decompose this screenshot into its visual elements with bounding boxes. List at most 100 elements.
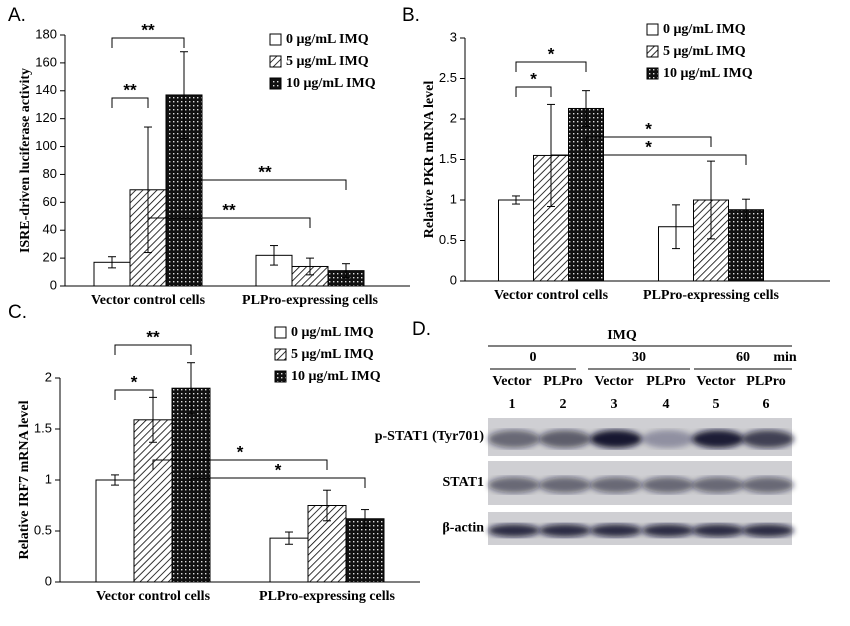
error-bar [582, 90, 590, 127]
blot-band [590, 477, 642, 493]
blot-band [590, 524, 642, 537]
lane-label: Vector [492, 374, 531, 389]
lane-label: Vector [594, 374, 633, 389]
legend-swatch [269, 33, 282, 46]
y-tick-label: 2 [45, 369, 52, 384]
error-bar [108, 256, 116, 269]
significance-label: * [530, 69, 537, 88]
y-tick-label: 1.5 [439, 151, 457, 166]
error-bar [361, 509, 369, 529]
significance-bracket [147, 217, 311, 228]
x-tick-label: Vector control cells [91, 293, 206, 308]
bar [269, 537, 309, 583]
legend-swatch [646, 23, 659, 36]
row-label: p-STAT1 (Tyr701) [375, 429, 485, 444]
time-label: 60 [736, 350, 750, 365]
y-tick-label: 2.5 [439, 70, 457, 85]
y-tick-label: 0 [50, 277, 57, 292]
lane-number: 4 [663, 397, 670, 412]
blot-band [742, 524, 794, 537]
significance-label: ** [141, 20, 155, 39]
significance-label: * [131, 372, 138, 391]
legend-label: 0 μg/mL IMQ [286, 32, 369, 47]
y-tick-label: 0 [45, 573, 52, 588]
blot-band [590, 430, 642, 448]
y-tick-label: 1.5 [34, 420, 52, 435]
y-tick-label: 0 [450, 272, 457, 287]
error-bar [285, 531, 293, 545]
significance-label: ** [146, 327, 160, 346]
significance-bracket [183, 179, 347, 190]
panel-label: B. [402, 5, 420, 26]
x-tick-label: Vector control cells [96, 589, 211, 604]
blot-band [692, 477, 744, 493]
y-tick-label: 1 [45, 471, 52, 486]
bar [345, 518, 385, 583]
significance-bracket [515, 86, 552, 97]
error-bar [144, 126, 152, 254]
y-tick-label: 2 [450, 110, 457, 125]
y-tick-label: 80 [43, 166, 57, 181]
bar [568, 107, 604, 282]
x-tick-label: PLPro-expressing cells [242, 293, 379, 308]
x-tick-label: PLPro-expressing cells [259, 589, 396, 604]
y-tick-label: 140 [35, 82, 57, 97]
treatment-label: IMQ [607, 328, 637, 343]
bar [498, 199, 534, 282]
lane-number: 5 [713, 397, 720, 412]
error-bar [742, 198, 750, 221]
legend-label: 10 μg/mL IMQ [291, 369, 381, 384]
legend-label: 5 μg/mL IMQ [286, 54, 369, 69]
time-label: 30 [632, 350, 646, 365]
significance-bracket [114, 344, 192, 355]
legend-label: 0 μg/mL IMQ [663, 22, 746, 37]
significance-label: * [645, 137, 652, 156]
blot-band [642, 430, 694, 448]
legend-swatch [646, 45, 659, 58]
legend-label: 0 μg/mL IMQ [291, 325, 374, 340]
blot-band [488, 477, 540, 493]
row-label: STAT1 [443, 475, 485, 490]
significance-label: * [548, 44, 555, 63]
y-tick-label: 40 [43, 222, 57, 237]
error-bar [342, 263, 350, 279]
bar [133, 419, 173, 583]
y-axis-label: ISRE-driven luciferase activity [18, 68, 33, 253]
error-bar [306, 257, 314, 276]
lane-label: PLPro [746, 374, 785, 389]
error-bar [180, 51, 188, 139]
panel-label: D. [412, 319, 431, 340]
significance-bracket [111, 97, 149, 108]
bar [95, 479, 135, 583]
significance-label: * [275, 460, 282, 479]
significance-label: ** [123, 80, 137, 99]
y-axis-label: Relative PKR mRNA level [422, 81, 437, 239]
y-axis-label: Relative IRF7 mRNA level [17, 400, 32, 559]
legend-swatch [269, 77, 282, 90]
lane-label: PLPro [646, 374, 685, 389]
significance-label: * [645, 119, 652, 138]
blot-band [539, 430, 591, 448]
x-tick-label: PLPro-expressing cells [643, 288, 780, 303]
y-tick-label: 60 [43, 194, 57, 209]
error-bar [707, 160, 715, 240]
blot-band [742, 430, 794, 448]
lane-label: PLPro [543, 374, 582, 389]
lane-label: Vector [696, 374, 735, 389]
significance-label: * [237, 442, 244, 461]
y-tick-label: 100 [35, 138, 57, 153]
significance-label: ** [222, 200, 236, 219]
error-bar [187, 362, 195, 415]
error-bar [672, 204, 680, 250]
row-label: β-actin [442, 521, 484, 536]
y-tick-label: 160 [35, 54, 57, 69]
y-tick-label: 20 [43, 250, 57, 265]
panel-label: C. [8, 302, 27, 323]
lane-number: 3 [611, 397, 618, 412]
legend-label: 5 μg/mL IMQ [663, 44, 746, 59]
blot-band [742, 477, 794, 493]
legend-swatch [274, 348, 287, 361]
error-bar [111, 474, 119, 486]
error-bar [270, 245, 278, 266]
